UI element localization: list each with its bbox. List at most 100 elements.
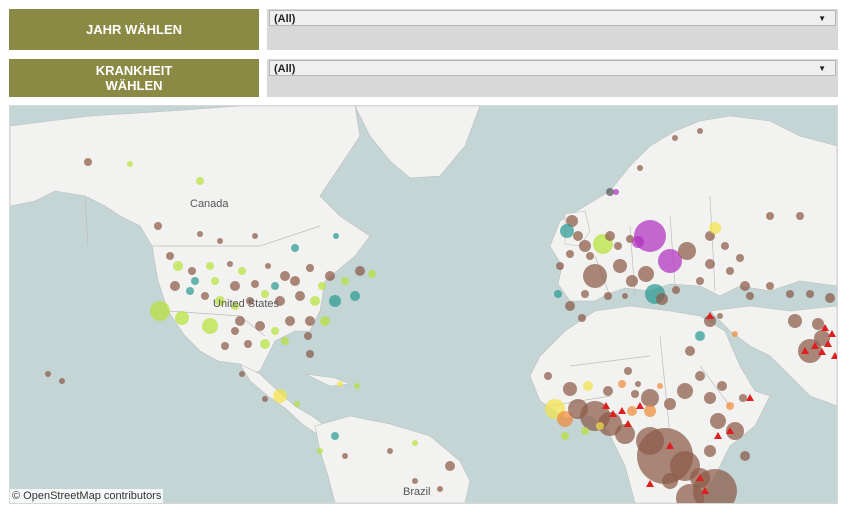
outbreak-marker[interactable] [342, 453, 348, 459]
outbreak-marker[interactable] [246, 297, 254, 305]
outbreak-marker[interactable] [251, 280, 259, 288]
outbreak-marker[interactable] [632, 236, 644, 248]
outbreak-marker[interactable] [304, 332, 312, 340]
outbreak-marker[interactable] [252, 233, 258, 239]
outbreak-marker[interactable] [586, 252, 594, 260]
outbreak-marker[interactable] [231, 302, 239, 310]
outbreak-triangle-marker[interactable] [714, 432, 722, 439]
outbreak-triangle-marker[interactable] [726, 427, 734, 434]
outbreak-marker[interactable] [294, 401, 300, 407]
outbreak-marker[interactable] [191, 277, 199, 285]
outbreak-marker[interactable] [217, 238, 223, 244]
outbreak-triangle-marker[interactable] [831, 352, 837, 359]
outbreak-marker[interactable] [275, 296, 285, 306]
outbreak-marker[interactable] [331, 432, 339, 440]
outbreak-marker[interactable] [333, 233, 339, 239]
outbreak-marker[interactable] [709, 222, 721, 234]
outbreak-triangle-marker[interactable] [609, 410, 617, 417]
outbreak-triangle-marker[interactable] [828, 330, 836, 337]
outbreak-marker[interactable] [726, 422, 744, 440]
map-attribution[interactable]: © OpenStreetMap contributors [10, 489, 164, 503]
outbreak-marker[interactable] [788, 314, 802, 328]
outbreak-marker[interactable] [565, 301, 575, 311]
outbreak-marker[interactable] [613, 189, 619, 195]
outbreak-marker[interactable] [697, 128, 703, 134]
outbreak-triangle-marker[interactable] [636, 402, 644, 409]
outbreak-marker[interactable] [59, 378, 65, 384]
outbreak-marker[interactable] [627, 406, 637, 416]
outbreak-marker[interactable] [695, 331, 705, 341]
outbreak-marker[interactable] [678, 242, 696, 260]
outbreak-marker[interactable] [740, 281, 750, 291]
outbreak-marker[interactable] [806, 290, 814, 298]
outbreak-marker[interactable] [271, 282, 279, 290]
outbreak-marker[interactable] [197, 231, 203, 237]
outbreak-marker[interactable] [305, 316, 315, 326]
outbreak-marker[interactable] [613, 259, 627, 273]
outbreak-marker[interactable] [603, 386, 613, 396]
outbreak-marker[interactable] [672, 135, 678, 141]
outbreak-marker[interactable] [244, 340, 252, 348]
outbreak-marker[interactable] [337, 381, 343, 387]
outbreak-marker[interactable] [295, 291, 305, 301]
outbreak-marker[interactable] [265, 263, 271, 269]
outbreak-marker[interactable] [202, 318, 218, 334]
outbreak-marker[interactable] [693, 469, 737, 503]
outbreak-marker[interactable] [239, 371, 245, 377]
outbreak-marker[interactable] [631, 390, 639, 398]
outbreak-marker[interactable] [740, 451, 750, 461]
outbreak-marker[interactable] [196, 177, 204, 185]
outbreak-marker[interactable] [387, 448, 393, 454]
outbreak-marker[interactable] [635, 381, 641, 387]
outbreak-marker[interactable] [672, 286, 680, 294]
outbreak-marker[interactable] [166, 252, 174, 260]
outbreak-triangle-marker[interactable] [811, 342, 819, 349]
outbreak-marker[interactable] [127, 161, 133, 167]
outbreak-marker[interactable] [368, 270, 376, 278]
outbreak-marker[interactable] [227, 261, 233, 267]
outbreak-marker[interactable] [796, 212, 804, 220]
outbreak-marker[interactable] [696, 277, 704, 285]
outbreak-marker[interactable] [581, 290, 589, 298]
outbreak-marker[interactable] [355, 266, 365, 276]
outbreak-marker[interactable] [746, 292, 754, 300]
outbreak-marker[interactable] [814, 330, 830, 346]
outbreak-marker[interactable] [84, 158, 92, 166]
outbreak-triangle-marker[interactable] [696, 474, 704, 481]
outbreak-marker[interactable] [230, 281, 240, 291]
outbreak-marker[interactable] [786, 290, 794, 298]
outbreak-marker[interactable] [556, 262, 564, 270]
outbreak-marker[interactable] [658, 249, 682, 273]
outbreak-marker[interactable] [573, 231, 583, 241]
outbreak-triangle-marker[interactable] [821, 324, 829, 331]
outbreak-marker[interactable] [354, 383, 360, 389]
outbreak-marker[interactable] [291, 244, 299, 252]
outbreak-marker[interactable] [206, 262, 214, 270]
outbreak-marker[interactable] [736, 254, 744, 262]
outbreak-marker[interactable] [280, 271, 290, 281]
outbreak-marker[interactable] [676, 484, 704, 503]
outbreak-marker[interactable] [704, 392, 716, 404]
outbreak-marker[interactable] [605, 231, 615, 241]
outbreak-marker[interactable] [583, 264, 607, 288]
outbreak-marker[interactable] [726, 402, 734, 410]
outbreak-map[interactable]: Canada United States Brazil © OpenStreet… [9, 105, 838, 504]
outbreak-marker[interactable] [637, 165, 643, 171]
outbreak-marker[interactable] [544, 372, 552, 380]
outbreak-marker[interactable] [285, 316, 295, 326]
outbreak-marker[interactable] [626, 275, 638, 287]
outbreak-triangle-marker[interactable] [618, 407, 626, 414]
outbreak-triangle-marker[interactable] [701, 487, 709, 494]
outbreak-marker[interactable] [662, 473, 678, 489]
outbreak-marker[interactable] [262, 396, 268, 402]
outbreak-triangle-marker[interactable] [602, 402, 610, 409]
outbreak-marker[interactable] [306, 264, 314, 272]
outbreak-marker[interactable] [238, 267, 246, 275]
outbreak-marker[interactable] [717, 313, 723, 319]
outbreak-marker[interactable] [704, 445, 716, 457]
outbreak-marker[interactable] [261, 290, 269, 298]
outbreak-marker[interactable] [273, 389, 287, 403]
outbreak-triangle-marker[interactable] [824, 340, 832, 347]
outbreak-marker[interactable] [657, 383, 663, 389]
outbreak-triangle-marker[interactable] [624, 420, 632, 427]
